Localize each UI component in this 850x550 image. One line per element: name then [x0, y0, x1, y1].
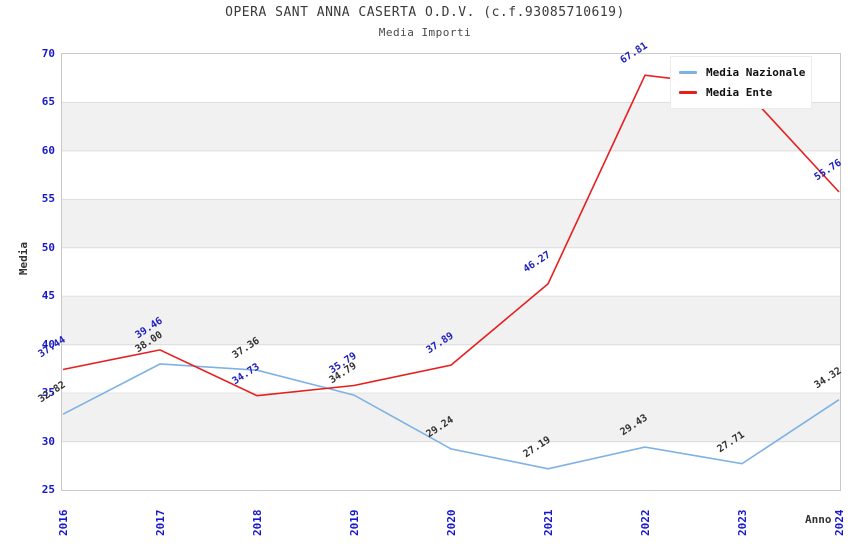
x-tick-label: 2023 [736, 509, 749, 537]
y-tick-label: 30 [41, 434, 55, 448]
y-tick-label: 50 [41, 240, 55, 254]
legend-label: Media Ente [706, 85, 773, 99]
x-tick-label: 2020 [445, 509, 458, 537]
y-tick-label: 40 [41, 337, 55, 351]
legend-line-swatch-red [679, 90, 697, 94]
legend-item-media-nazionale: Media Nazionale [679, 62, 806, 82]
x-tick-label: 2016 [57, 509, 70, 537]
plot-area [61, 53, 841, 491]
legend-label: Media Nazionale [706, 65, 806, 79]
x-tick-label: 2024 [833, 509, 846, 537]
legend-item-media-ente: Media Ente [679, 82, 803, 102]
y-tick-label: 45 [41, 289, 55, 303]
y-tick-label: 35 [41, 386, 55, 400]
legend: Media Nazionale Media Ente [670, 56, 812, 109]
series-line-1 [62, 74, 840, 397]
x-tick-label: 2019 [348, 509, 361, 537]
chart-title: OPERA SANT ANNA CASERTA O.D.V. (c.f.9308… [225, 5, 625, 20]
y-tick-label: 70 [41, 47, 55, 60]
line-plot [62, 74, 840, 470]
x-tick-label: 2018 [251, 509, 264, 537]
x-tick-label: 2022 [639, 509, 652, 537]
x-tick-label: 2021 [542, 509, 555, 537]
x-axis-title: Anno [805, 513, 832, 526]
series-line-0 [62, 363, 840, 470]
chart-subtitle: Media Importi [378, 26, 472, 39]
legend-line-swatch-blue [679, 70, 697, 74]
y-tick-label: 25 [41, 483, 55, 496]
x-tick-label: 2017 [154, 509, 167, 537]
y-tick-label: 55 [41, 192, 55, 206]
y-tick-label: 65 [41, 95, 55, 109]
y-tick-label: 60 [41, 143, 55, 157]
